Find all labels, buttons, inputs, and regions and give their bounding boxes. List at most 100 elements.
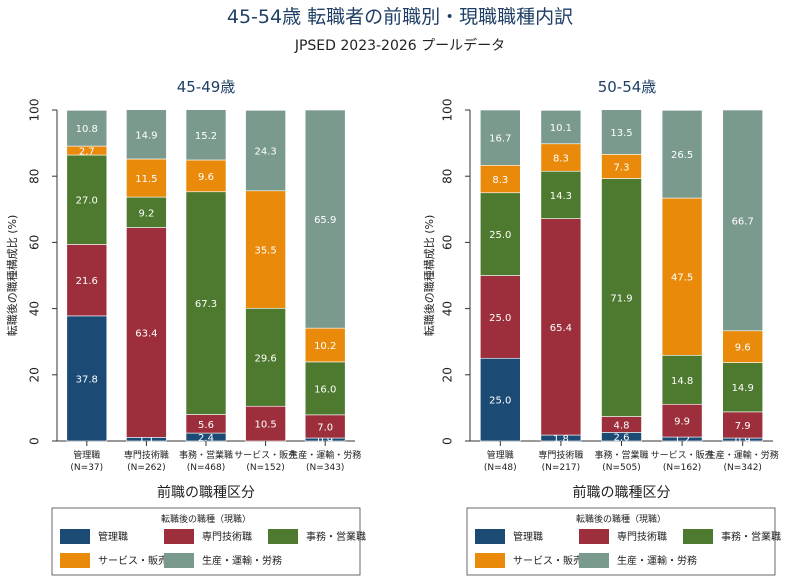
data-label: 4.8 <box>614 420 630 431</box>
x-tick-label: (N=505) <box>602 463 640 473</box>
x-tick-label: 事務・営業職 <box>179 449 233 461</box>
figure-title: 45-54歳 転職者の前職別・現職職種内訳 <box>227 6 573 28</box>
data-label: 27.0 <box>76 196 98 207</box>
x-tick-label: (N=262) <box>127 463 165 473</box>
legend-item-label: サービス・販売 <box>98 554 168 567</box>
data-label: 26.5 <box>671 150 693 161</box>
bar-segment <box>722 109 764 332</box>
data-label: 71.9 <box>610 294 632 305</box>
legend-item-label: 管理職 <box>98 530 128 543</box>
bar-segment <box>126 227 167 438</box>
data-label: 47.5 <box>671 273 693 284</box>
legend-item-label: 生産・運輸・労務 <box>202 554 282 567</box>
data-label: 16.7 <box>489 134 511 145</box>
legend-item-label: 専門技術職 <box>202 530 252 543</box>
bar-segment <box>601 178 642 417</box>
bar-segment <box>126 158 167 198</box>
data-label: 2.7 <box>79 147 95 158</box>
x-tick-label: 専門技術職 <box>538 449 583 461</box>
x-tick-label: (N=342) <box>723 463 761 473</box>
y-tick-label: 20 <box>441 367 455 382</box>
bar-segment <box>540 143 582 172</box>
legend-swatch <box>164 553 194 568</box>
data-label: 1.8 <box>553 434 569 445</box>
legend-swatch <box>60 529 90 544</box>
y-tick-label: 80 <box>28 169 42 184</box>
legend-title: 転職後の職種（現職） <box>576 513 666 525</box>
y-tick-label: 60 <box>441 235 455 250</box>
chart-panel: 50-54歳 0 20 40 60 80 100 転職後の職種構成比 (%) 25.0 25.0 2… <box>422 78 779 501</box>
data-label: 65.4 <box>550 323 572 334</box>
data-label: 13.5 <box>610 128 632 139</box>
data-label: 10.2 <box>314 341 336 352</box>
bar-segment <box>185 191 227 415</box>
bar-segment <box>722 330 764 363</box>
bar-segment <box>540 218 582 436</box>
y-tick-label: 40 <box>28 301 42 316</box>
bar-segment <box>185 159 227 193</box>
data-label: 8.3 <box>553 153 569 164</box>
legend-swatch <box>683 529 713 544</box>
x-tick-label: (N=152) <box>246 463 284 473</box>
bar-segment <box>66 315 108 442</box>
x-tick-label: (N=217) <box>542 463 580 473</box>
data-label: 5.6 <box>198 420 214 431</box>
data-label: 7.9 <box>735 421 751 432</box>
bar-segment <box>245 110 286 192</box>
data-label: 14.9 <box>732 383 754 394</box>
data-label: 1.2 <box>674 435 690 446</box>
data-label: 37.8 <box>76 374 98 385</box>
data-label: 24.3 <box>254 147 276 158</box>
chart-panels: 45-49歳 0 20 40 60 80 100 転職後の職種構成比 (%) 37.8 21.6 2… <box>5 78 779 501</box>
y-tick-label: 0 <box>441 437 455 445</box>
data-label: 2.4 <box>198 433 214 444</box>
bar-segment <box>661 110 703 199</box>
legend-swatch <box>268 529 298 544</box>
data-label: 67.3 <box>195 299 217 310</box>
bar-segment <box>601 109 642 155</box>
bar-segment <box>66 244 108 317</box>
chart-panel: 45-49歳 0 20 40 60 80 100 転職後の職種構成比 (%) 37.8 21.6 2… <box>5 78 361 501</box>
legend-item-label: 専門技術職 <box>617 530 667 543</box>
data-label: 25.0 <box>489 396 511 407</box>
data-label: 35.5 <box>254 246 276 257</box>
legend-swatch <box>475 553 505 568</box>
legend-swatch <box>579 553 609 568</box>
bar-segment <box>479 164 521 194</box>
y-tick-label: 40 <box>441 301 455 316</box>
data-label: 9.2 <box>138 208 154 219</box>
figure-subtitle: JPSED 2023-2026 プールデータ <box>294 37 505 54</box>
data-label: 29.6 <box>254 353 276 364</box>
bar-segment <box>245 190 286 309</box>
x-tick-label: 管理職 <box>487 449 514 461</box>
data-label: 2.6 <box>614 433 630 444</box>
data-label: 1.1 <box>138 435 154 446</box>
y-tick-label: 60 <box>28 235 42 250</box>
data-label: 9.6 <box>735 343 751 354</box>
data-label: 10.8 <box>76 124 98 135</box>
data-label: 10.5 <box>254 420 276 431</box>
data-label: 16.0 <box>314 384 336 395</box>
bar-segment <box>479 275 521 359</box>
data-label: 7.3 <box>614 162 630 173</box>
legend-item-label: 管理職 <box>513 530 543 543</box>
legend-frame <box>466 507 776 576</box>
bar-segment <box>661 354 703 405</box>
data-label: 7.0 <box>317 422 333 433</box>
y-tick-label: 100 <box>28 99 42 122</box>
data-label: 11.5 <box>135 174 157 185</box>
data-label: 14.9 <box>135 130 157 141</box>
legend-swatch <box>579 529 609 544</box>
legend-item-label: 生産・運輸・労務 <box>617 554 697 567</box>
y-tick-label: 0 <box>28 437 42 445</box>
data-label: 15.2 <box>195 131 217 142</box>
x-tick-label: 管理職 <box>73 449 100 461</box>
bar-segment <box>661 197 703 356</box>
x-tick-label: 生産・運輸・労務 <box>289 449 361 461</box>
data-label: 9.9 <box>674 417 690 428</box>
legend-swatch <box>164 529 194 544</box>
data-label: 10.1 <box>550 123 572 134</box>
x-axis-label: 前職の職種区分 <box>157 484 255 501</box>
bar-segment <box>601 154 642 179</box>
bar-segment <box>66 110 108 147</box>
